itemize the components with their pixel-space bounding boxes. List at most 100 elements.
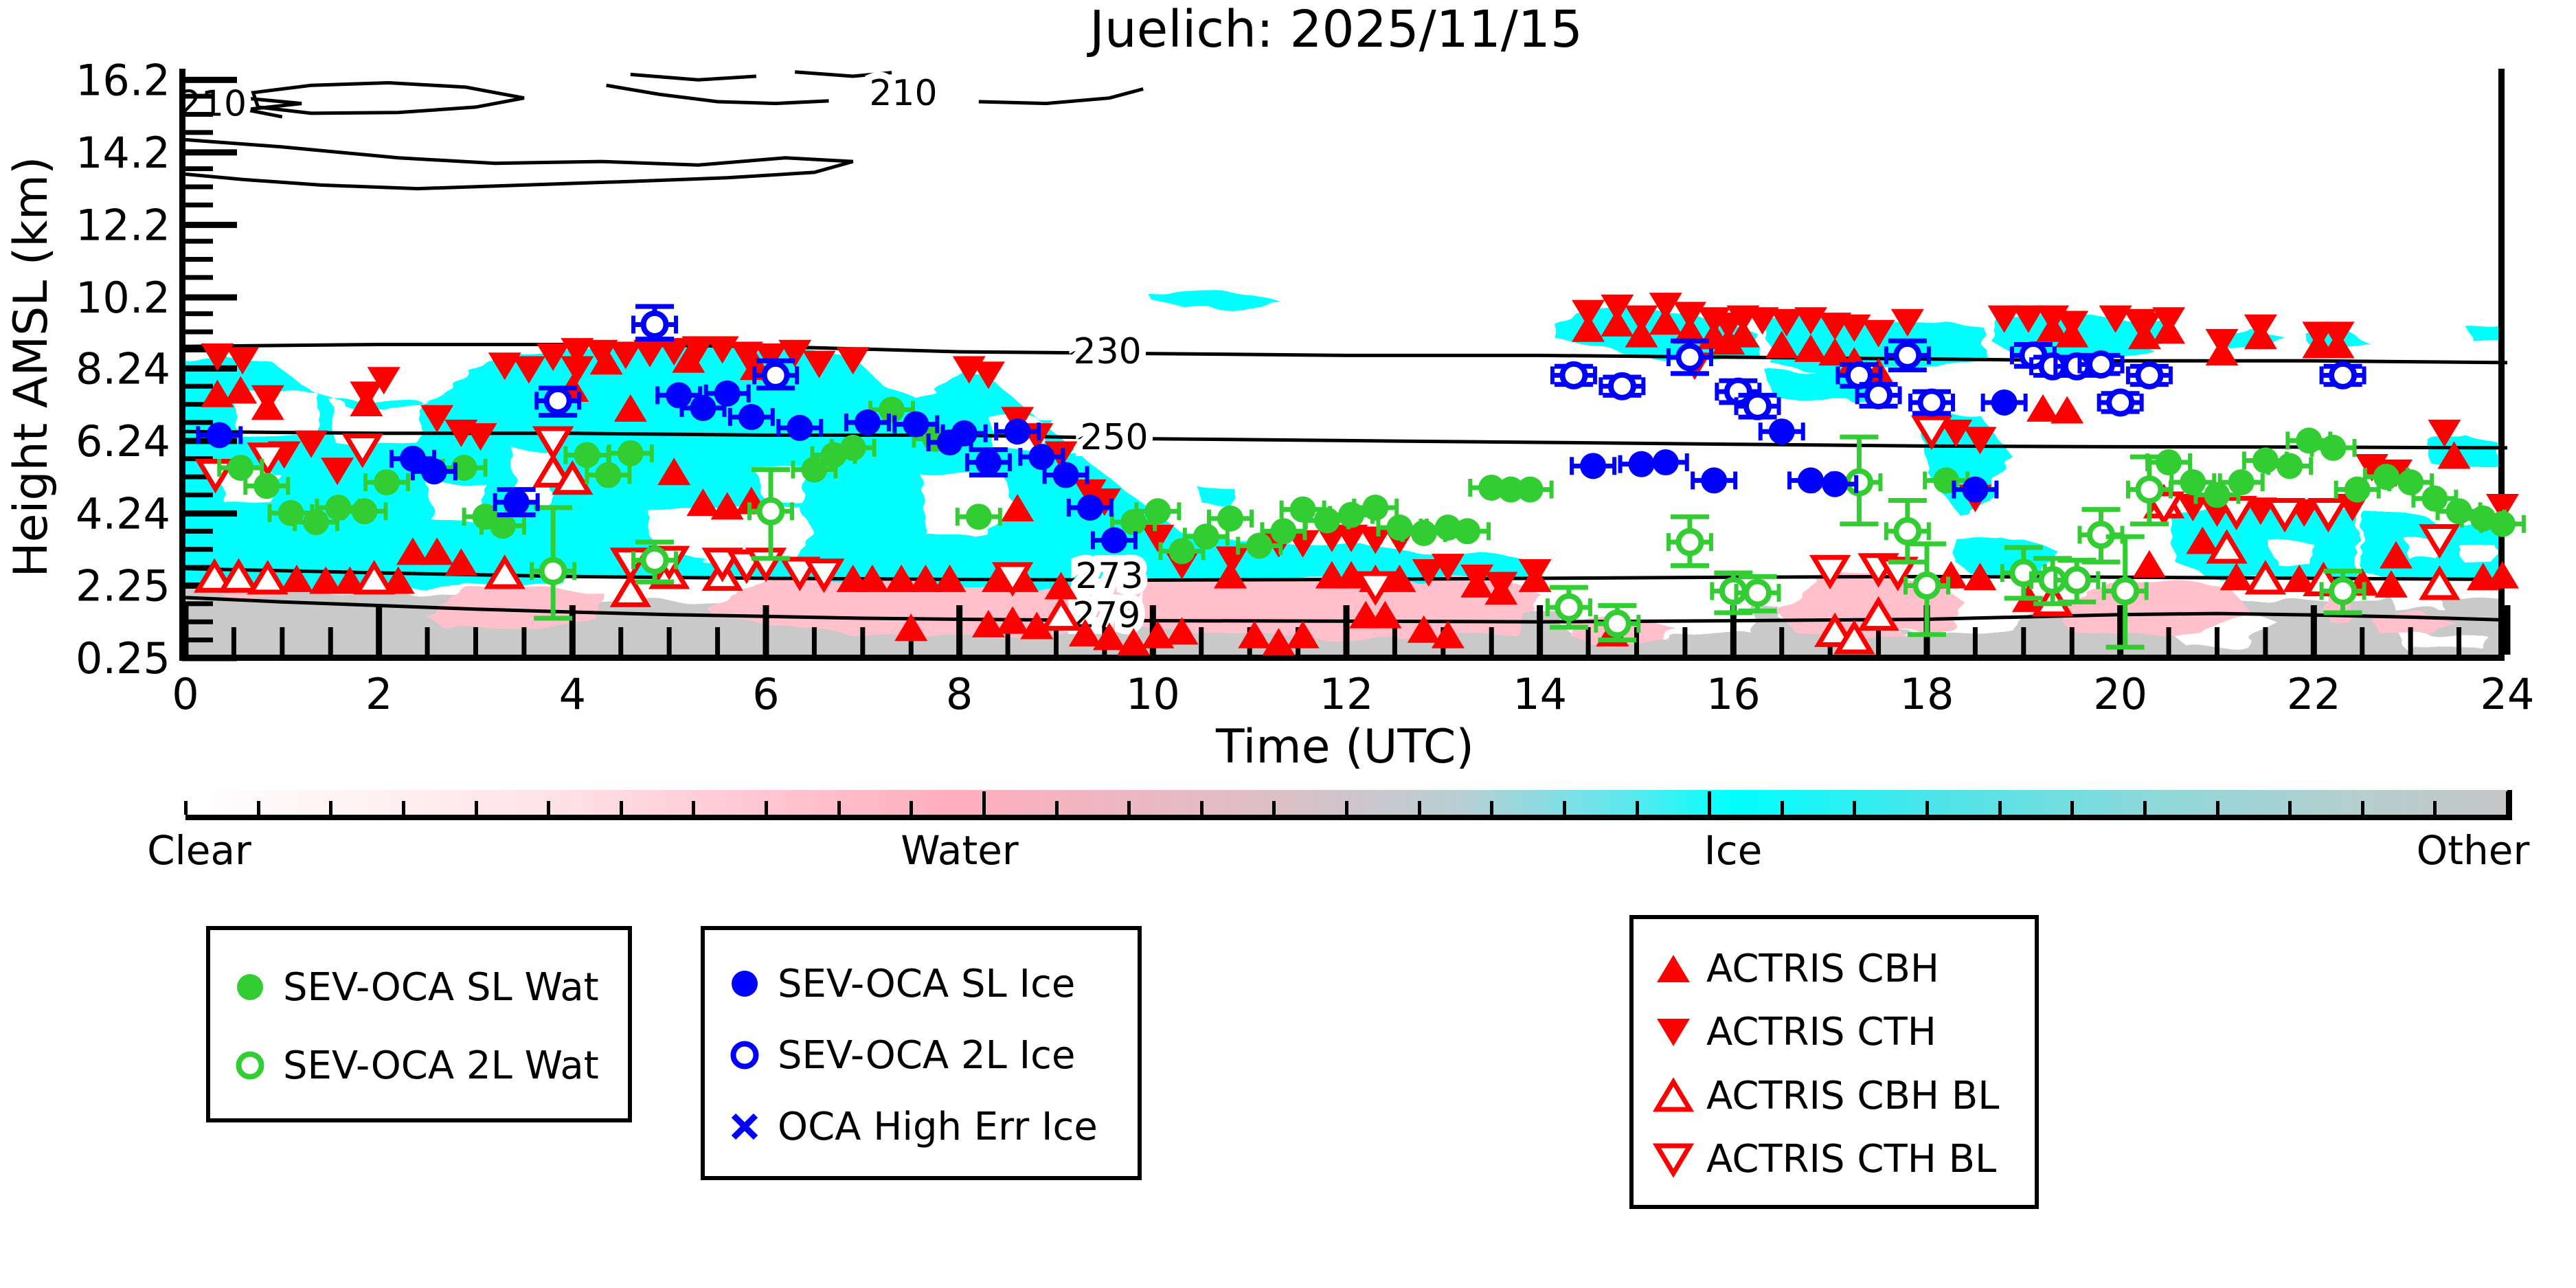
marker-actris-cbh <box>686 488 720 517</box>
marker-actris-cth <box>1518 558 1552 587</box>
marker-sev-oca-sl-wat <box>2276 453 2303 479</box>
marker-actris-cth <box>420 405 454 433</box>
marker-sev-oca-sl-ice <box>1652 449 1679 476</box>
marker-actris-cth <box>2355 453 2388 482</box>
colorbar-tick <box>547 801 551 815</box>
colorbar-tick <box>765 801 768 815</box>
left-spine <box>179 69 185 661</box>
marker-actris-cbh <box>1712 327 1745 355</box>
y-minor-tick <box>182 601 213 607</box>
mask-region-ice <box>2463 321 2499 344</box>
colorbar-tick <box>2215 801 2219 815</box>
marker-sev-oca-sl-wat <box>2373 464 2399 490</box>
x-minor-tick <box>2069 627 2075 655</box>
marker-sev-oca-sl-ice <box>399 445 426 472</box>
marker-sev-oca-sl-wat <box>451 454 477 481</box>
marker-actris-cbh-bl <box>532 453 574 488</box>
x-minor-tick <box>666 627 672 655</box>
axes-layer: 0 2 4 6 8 10 12 14 16 18 20 22 240.252.254.246.248.2… <box>76 55 2534 719</box>
x-tick-label: 16 <box>1706 669 1761 719</box>
marker-sev-oca-sl-wat <box>253 473 280 499</box>
marker-sev-oca-2l-wat <box>1743 578 1772 607</box>
marker-actris-cth <box>201 343 234 372</box>
y-minor-tick <box>182 275 213 280</box>
x-minor-tick <box>1779 627 1785 655</box>
x-tick-label: 6 <box>752 669 779 719</box>
marker-actris-cth <box>1572 300 1605 328</box>
marker-actris-cth <box>2127 313 2161 341</box>
x-tick-label: 18 <box>1900 669 1954 719</box>
marker-actris-cbh <box>672 345 705 373</box>
bottom-spine <box>179 655 2505 661</box>
x-minor-tick <box>2166 627 2171 655</box>
colorbar-tick <box>256 801 260 815</box>
legend-box-ice: SEV-OCA SL Ice SEV-OCA 2L Ice OCA High Err… <box>701 926 1142 1180</box>
marker-actris-cth <box>1087 488 1121 517</box>
marker-sev-oca-sl-wat <box>1246 532 1273 559</box>
y-minor-tick <box>182 329 213 335</box>
x-minor-tick <box>521 627 527 655</box>
marker-actris-cth <box>1673 302 1706 330</box>
marker-sev-oca-sl-ice <box>1962 476 1989 503</box>
marker-sev-oca-2l-wat <box>640 546 669 575</box>
marker-sev-oca-sl-wat <box>1217 505 1243 532</box>
marker-sev-oca-sl-ice <box>206 422 233 449</box>
marker-sev-oca-sl-ice <box>690 394 716 421</box>
marker-actris-cth <box>488 352 521 381</box>
marker-legend <box>730 1041 759 1070</box>
x-major-tick <box>569 605 576 655</box>
marker-actris-cbh <box>1431 620 1465 648</box>
circle-filled-icon <box>732 971 758 997</box>
colorbar-tick <box>1272 801 1276 815</box>
marker-actris-cth-bl <box>1355 571 1397 606</box>
marker-sev-oca-2l-wat <box>2329 576 2358 605</box>
colorbar-label-other: Other <box>2416 827 2530 874</box>
marker-actris-cth <box>2099 305 2132 333</box>
x-minor-tick <box>280 627 285 655</box>
colorbar-tick <box>1345 801 1348 815</box>
x-major-tick <box>762 605 769 655</box>
marker-actris-cbh <box>309 566 343 594</box>
colorbar-tick <box>2506 791 2509 815</box>
marker-actris-cth <box>1838 314 1871 342</box>
x-minor-tick <box>2214 627 2219 655</box>
y-major-tick <box>182 510 237 517</box>
marker-actris-cbh <box>2132 550 2166 578</box>
marker-actris-cbh <box>280 564 313 592</box>
legend-item: SEV-OCA SL Wat <box>228 954 607 1020</box>
marker-sev-oca-sl-wat <box>2180 469 2206 496</box>
marker-sev-oca-2l-wat <box>1912 571 1941 600</box>
marker-actris-cth-bl <box>247 442 289 477</box>
series-sev-oca-sl-wat <box>217 396 2526 565</box>
colorbar-tick <box>2288 801 2292 815</box>
marker-sev-oca-2l-wat <box>1675 528 1704 556</box>
y-minor-tick <box>182 111 213 117</box>
colorbar-tick <box>1780 801 1784 815</box>
marker-actris-cbh <box>2050 396 2084 424</box>
y-major-tick <box>182 655 237 662</box>
chart-title: Juelich: 2025/11/15 <box>1089 0 1583 59</box>
marker-sev-oca-sl-ice <box>1797 467 1824 494</box>
marker-actris-cbh <box>1068 619 1102 647</box>
x-minor-tick <box>231 627 236 655</box>
legend-item: OCA High Err Ice <box>723 1094 1117 1160</box>
circle-open-icon <box>236 1051 264 1080</box>
colorbar-tick <box>1635 801 1639 815</box>
x-minor-tick <box>1053 627 1059 655</box>
marker-sev-oca-sl-ice <box>1004 418 1031 445</box>
marker-actris-cth <box>657 338 691 366</box>
marker-actris-cth <box>2428 419 2461 447</box>
y-minor-tick <box>182 547 213 552</box>
marker-actris-cth <box>1359 526 1392 554</box>
marker-sev-oca-sl-wat <box>1120 509 1147 536</box>
marker-legend <box>1652 1143 1695 1178</box>
colorbar-tick <box>982 791 986 815</box>
marker-actris-cth <box>1431 554 1465 582</box>
y-minor-tick <box>182 184 213 190</box>
y-major-tick <box>182 365 237 372</box>
mask-region-ice <box>1196 486 1235 506</box>
marker-actris-cth <box>1862 319 1895 348</box>
marker-sev-oca-2l-ice <box>1743 392 1772 420</box>
marker-actris-cth <box>609 341 642 370</box>
circle-open-icon <box>730 1041 759 1070</box>
